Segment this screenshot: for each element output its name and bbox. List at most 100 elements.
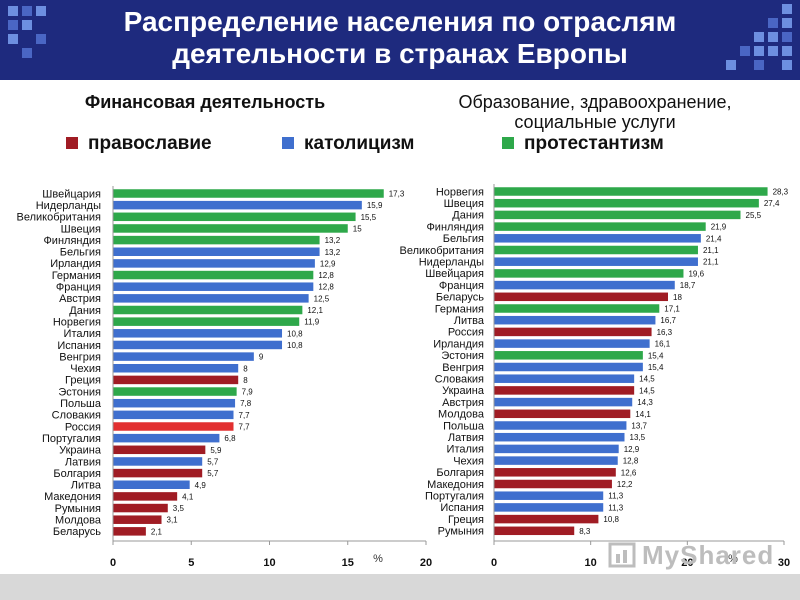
- left-value-label: 4,9: [195, 481, 207, 490]
- left-category-label: Италия: [64, 328, 102, 340]
- footer-bar: [0, 574, 800, 600]
- right-value-label: 25,5: [746, 211, 762, 220]
- left-bar: [113, 364, 239, 373]
- decor-square: [782, 60, 792, 70]
- right-category-label: Норвегия: [436, 186, 484, 198]
- left-category-label: Латвия: [65, 456, 101, 468]
- right-bar: [494, 374, 635, 383]
- right-x-tick-label: 0: [491, 557, 497, 569]
- right-x-tick-label: 10: [585, 557, 597, 569]
- header-banner: Распределение населения по отраслям деят…: [0, 0, 800, 80]
- right-value-label: 16,3: [657, 328, 673, 337]
- watermark-logo-icon: [608, 542, 636, 568]
- left-bar: [113, 457, 203, 466]
- right-category-label: Болгария: [436, 467, 484, 479]
- right-bar: [494, 526, 575, 536]
- left-value-label: 7,8: [240, 399, 252, 408]
- left-category-label: Литва: [71, 480, 102, 492]
- right-bar: [494, 409, 631, 419]
- decor-square: [726, 60, 736, 70]
- left-bar: [113, 515, 162, 524]
- right-value-label: 19,6: [688, 269, 704, 278]
- right-bar: [494, 351, 643, 360]
- right-bar: [494, 315, 656, 325]
- legend-swatch: [282, 137, 294, 149]
- right-category-label: Великобритания: [400, 245, 485, 257]
- right-category-label: Нидерланды: [419, 257, 484, 269]
- right-category-label: Россия: [448, 327, 484, 339]
- left-value-label: 11,9: [304, 318, 320, 327]
- right-bar: [494, 187, 768, 196]
- left-bar: [113, 375, 239, 385]
- left-category-label: Бельгия: [60, 247, 101, 259]
- left-category-label: Польша: [60, 398, 102, 410]
- left-value-label: 5,7: [207, 457, 219, 466]
- right-value-label: 8,3: [579, 527, 591, 536]
- decor-square: [754, 46, 764, 56]
- left-value-label: 8: [243, 364, 248, 373]
- left-chart-title: Финансовая деятельность: [84, 92, 326, 112]
- left-value-label: 15,9: [367, 201, 383, 210]
- right-category-label: Бельгия: [443, 233, 484, 245]
- right-bar: [494, 362, 643, 372]
- right-chart-title: Образование, здравоохранение, социальные…: [430, 92, 760, 132]
- right-bar: [494, 222, 706, 231]
- right-value-label: 12,9: [624, 445, 640, 454]
- decor-square: [22, 20, 32, 30]
- left-value-label: 3,5: [173, 504, 185, 513]
- right-value-label: 18,7: [680, 281, 696, 290]
- right-bar: [494, 503, 604, 512]
- left-value-label: 2,1: [151, 527, 163, 536]
- right-chart-title-line2: социальные услуги: [514, 112, 676, 132]
- right-value-label: 14,1: [635, 410, 651, 419]
- left-value-label: 15: [353, 224, 362, 233]
- right-bar: [494, 456, 618, 465]
- left-value-label: 10,8: [287, 329, 303, 338]
- left-category-label: Франция: [56, 282, 101, 294]
- right-category-label: Беларусь: [436, 292, 484, 304]
- legend-label: католицизм: [304, 133, 415, 154]
- right-category-label: Венгрия: [442, 362, 484, 374]
- left-bar: [113, 329, 283, 338]
- left-value-label: 12,5: [314, 294, 330, 303]
- left-value-label: 9: [259, 353, 264, 362]
- left-bar: [113, 480, 190, 489]
- right-bar: [494, 491, 604, 500]
- right-value-label: 11,3: [608, 492, 624, 501]
- left-category-label: Нидерланды: [36, 200, 101, 212]
- left-value-label: 12,1: [307, 306, 323, 315]
- left-value-label: 17,3: [389, 190, 405, 199]
- right-category-label: Дания: [452, 210, 484, 222]
- legend-label: протестантизм: [524, 133, 664, 154]
- left-bar: [113, 212, 356, 222]
- legend-label: православие: [88, 133, 212, 154]
- right-value-label: 16,7: [660, 316, 676, 325]
- right-bar: [494, 339, 650, 348]
- right-bar: [494, 444, 619, 454]
- right-value-label: 14,3: [637, 398, 653, 407]
- right-category-label: Украина: [442, 385, 485, 397]
- right-value-label: 18: [673, 293, 682, 302]
- right-value-label: 13,7: [631, 422, 647, 431]
- left-bar: [113, 492, 178, 501]
- right-bar: [494, 269, 684, 278]
- left-category-label: Швейцария: [42, 188, 101, 200]
- right-category-label: Франция: [439, 280, 484, 292]
- right-value-label: 21,4: [706, 234, 722, 243]
- right-bar: [494, 327, 652, 337]
- left-value-label: 6,8: [224, 434, 236, 443]
- watermark: MyShared: [608, 536, 773, 576]
- left-value-label: 13,2: [325, 248, 341, 257]
- right-value-label: 16,1: [655, 340, 671, 349]
- right-value-label: 14,5: [639, 386, 655, 395]
- left-bar: [113, 422, 234, 431]
- left-value-label: 7,9: [242, 388, 254, 397]
- decor-square: [768, 46, 778, 56]
- left-bar: [113, 305, 303, 315]
- right-category-label: Латвия: [448, 432, 484, 444]
- right-category-label: Эстония: [441, 350, 484, 362]
- right-bar: [494, 397, 633, 407]
- left-bar: [113, 235, 320, 245]
- right-value-label: 12,6: [621, 468, 637, 477]
- right-bar: [494, 198, 759, 208]
